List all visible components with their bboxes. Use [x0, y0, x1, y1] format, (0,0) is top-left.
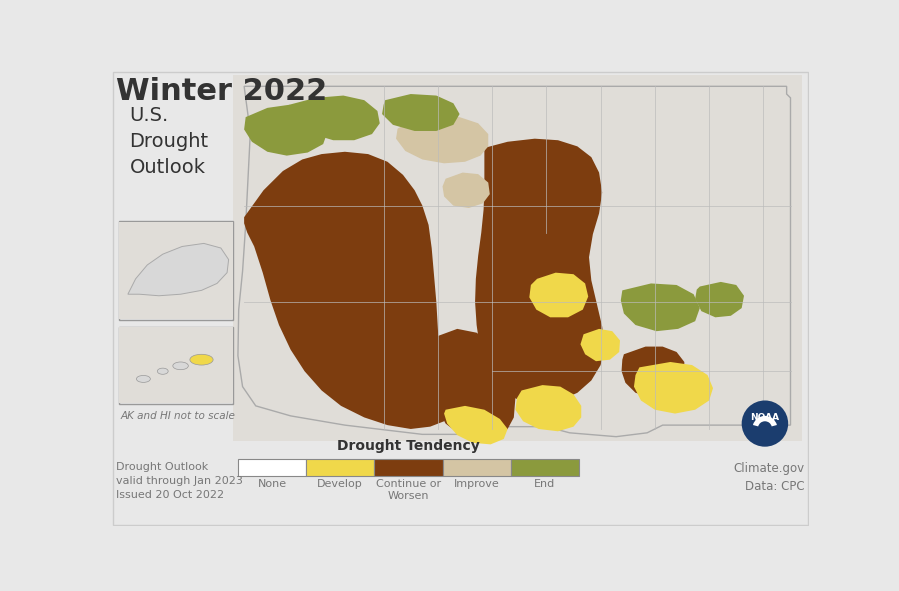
Text: Climate.gov
Data: CPC: Climate.gov Data: CPC [734, 462, 805, 493]
Ellipse shape [137, 375, 150, 382]
Bar [307, 459, 374, 476]
Polygon shape [435, 329, 515, 439]
Text: Drought Outlook
valid through Jan 2023
Issued 20 Oct 2022: Drought Outlook valid through Jan 2023 I… [116, 462, 243, 500]
Text: Develop: Develop [317, 479, 363, 489]
Text: Winter 2022: Winter 2022 [116, 77, 327, 106]
Polygon shape [245, 152, 444, 429]
Text: AK and HI not to scale: AK and HI not to scale [120, 411, 235, 421]
Polygon shape [621, 284, 699, 331]
Text: None: None [257, 479, 287, 489]
Polygon shape [621, 346, 684, 397]
Polygon shape [289, 96, 379, 140]
Bar [442, 459, 511, 476]
Text: Drought Tendency: Drought Tendency [337, 439, 480, 453]
Ellipse shape [190, 354, 213, 365]
Bar [120, 327, 233, 403]
Ellipse shape [157, 368, 168, 374]
Bar [374, 459, 442, 476]
Polygon shape [128, 243, 228, 296]
Bar [120, 222, 233, 319]
Ellipse shape [173, 362, 188, 370]
Polygon shape [238, 86, 790, 437]
Bar [119, 221, 233, 320]
Polygon shape [634, 362, 713, 414]
Polygon shape [396, 117, 488, 163]
Polygon shape [444, 406, 508, 444]
Text: U.S.
Drought
Outlook: U.S. Drought Outlook [129, 106, 209, 177]
Bar [233, 75, 802, 440]
Polygon shape [520, 342, 583, 397]
Polygon shape [515, 385, 582, 431]
Bar [119, 327, 233, 404]
Polygon shape [660, 368, 709, 408]
Bar [238, 459, 307, 476]
Polygon shape [530, 272, 588, 317]
Circle shape [742, 401, 788, 447]
Text: End: End [534, 479, 556, 489]
Polygon shape [442, 173, 490, 208]
Polygon shape [245, 105, 328, 155]
Polygon shape [581, 329, 620, 361]
Polygon shape [382, 94, 459, 131]
Wedge shape [753, 416, 777, 426]
Polygon shape [475, 139, 604, 404]
Text: Improve: Improve [454, 479, 500, 489]
Polygon shape [695, 282, 744, 317]
Text: NOAA: NOAA [751, 413, 779, 422]
Bar [511, 459, 579, 476]
Text: Continue or
Worsen: Continue or Worsen [376, 479, 441, 501]
